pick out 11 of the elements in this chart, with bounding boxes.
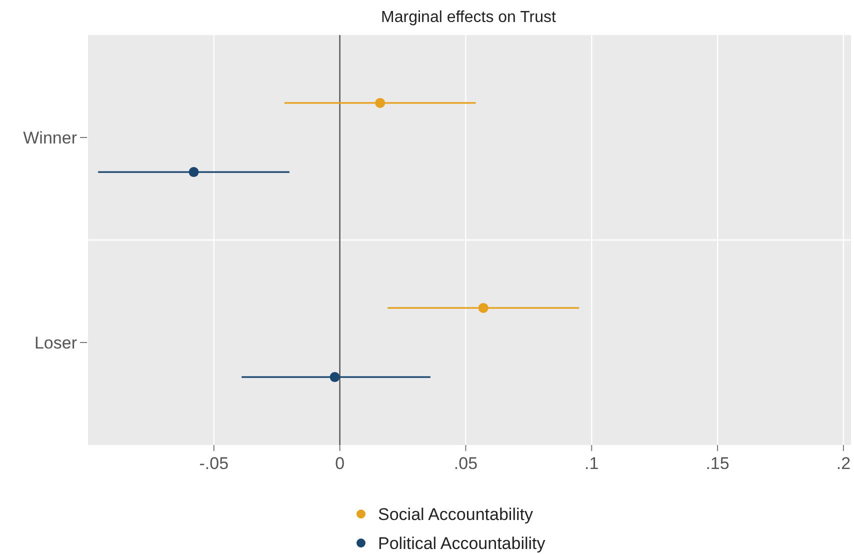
x-tick-label: -.05 [199,454,229,473]
x-tick-label: .15 [706,454,730,473]
chart-title: Marginal effects on Trust [381,9,556,26]
x-tick-label: .2 [836,454,851,473]
legend-label: Political Accountability [378,534,546,553]
legend-label: Social Accountability [378,505,534,524]
x-tick-label: 0 [335,454,345,473]
y-tick-label: Winner [23,128,78,148]
y-tick-label: Loser [34,334,78,352]
x-tick-label: .05 [454,454,478,473]
x-tick-label: .1 [584,454,599,473]
